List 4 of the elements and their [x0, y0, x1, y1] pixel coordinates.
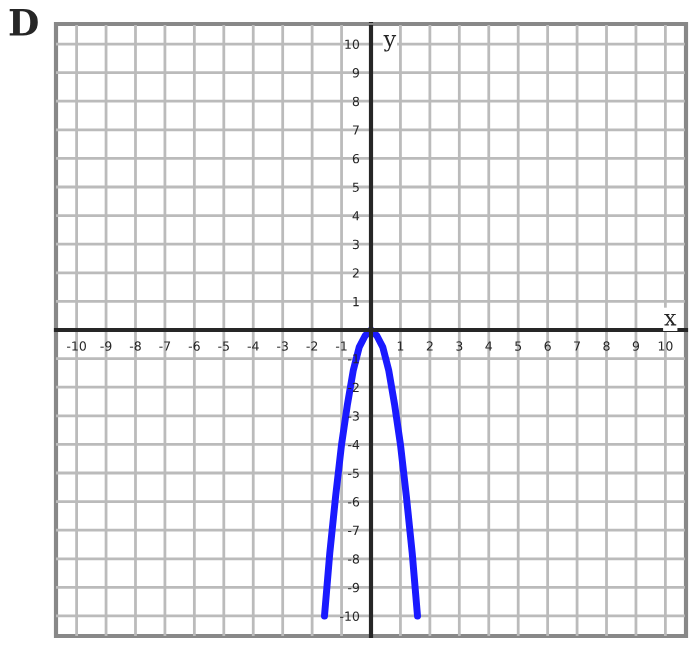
- x-axis-title: x: [664, 313, 677, 326]
- line-series: [321, 326, 421, 620]
- y-axis-title: y: [383, 35, 397, 52]
- chart-title: D: [9, 9, 38, 36]
